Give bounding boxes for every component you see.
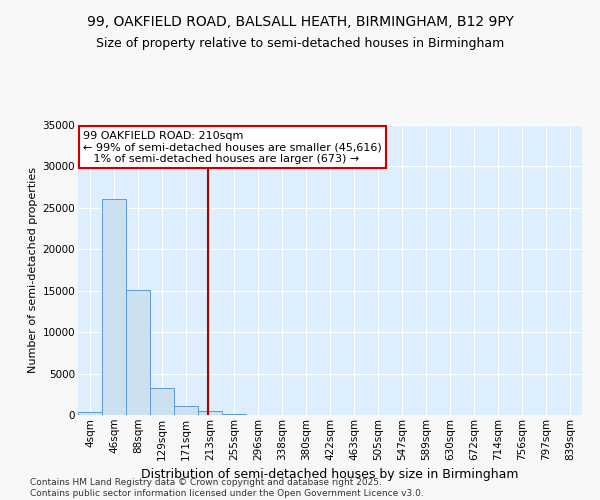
Bar — [102, 198, 126, 415]
X-axis label: Distribution of semi-detached houses by size in Birmingham: Distribution of semi-detached houses by … — [141, 468, 519, 481]
Bar — [198, 412, 222, 415]
Text: Size of property relative to semi-detached houses in Birmingham: Size of property relative to semi-detach… — [96, 38, 504, 51]
Bar — [174, 406, 198, 415]
Text: 99, OAKFIELD ROAD, BALSALL HEATH, BIRMINGHAM, B12 9PY: 99, OAKFIELD ROAD, BALSALL HEATH, BIRMIN… — [86, 15, 514, 29]
Text: Contains HM Land Registry data © Crown copyright and database right 2025.
Contai: Contains HM Land Registry data © Crown c… — [30, 478, 424, 498]
Bar — [222, 414, 246, 415]
Bar — [126, 290, 150, 415]
Bar — [78, 412, 102, 415]
Text: 99 OAKFIELD ROAD: 210sqm
← 99% of semi-detached houses are smaller (45,616)
   1: 99 OAKFIELD ROAD: 210sqm ← 99% of semi-d… — [83, 131, 382, 164]
Y-axis label: Number of semi-detached properties: Number of semi-detached properties — [28, 167, 38, 373]
Bar — [150, 388, 174, 415]
